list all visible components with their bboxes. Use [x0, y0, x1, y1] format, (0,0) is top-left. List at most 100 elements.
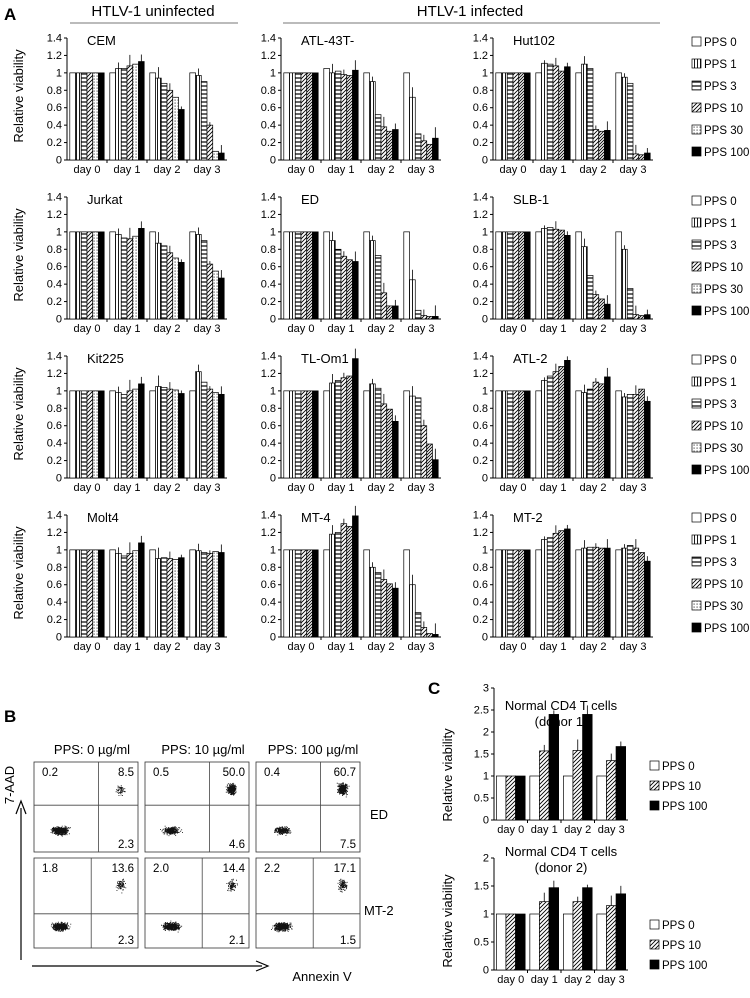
bar-pps-3-day-1: [546, 63, 554, 161]
y-tick-label: 1: [482, 385, 488, 397]
bar-pps-100-day-0: [524, 390, 531, 479]
bar-pps-1-day-3: [409, 584, 416, 638]
x-tick-label: day 0: [74, 641, 101, 653]
bar-pps-1-day-1: [115, 234, 122, 320]
bar-pps-0-day-2: [363, 231, 370, 320]
bar-pps-30-day-2: [172, 257, 179, 320]
bar-pps-10-day-2: [380, 292, 388, 320]
flow-plot-frame: [33, 761, 139, 853]
bar-pps-30-day-2: [386, 130, 393, 161]
y-tick-label: 0.6: [47, 102, 62, 114]
bar-pps-3-day-0: [80, 72, 88, 161]
bar-pps-0-day-1: [535, 390, 542, 479]
y-tick-label: 0: [270, 473, 276, 485]
bar-pps-0-day-3: [403, 231, 410, 320]
legend-label: PPS 100: [704, 306, 749, 318]
bar-pps-0-day-2: [149, 231, 156, 320]
bar-pps-1-day-2: [155, 386, 162, 479]
bar-pps-0-day-0: [495, 72, 502, 161]
legend-label: PPS 3: [704, 399, 737, 411]
chart-title: CEM: [87, 33, 116, 48]
legend-label: PPS 1: [704, 218, 737, 230]
x-tick-label: day 2: [580, 641, 607, 653]
bar-pps-10-day-2: [380, 403, 388, 479]
bar-pps-0-day-0: [69, 390, 76, 479]
y-tick-label: 1: [56, 385, 62, 397]
y-tick-label: 0.4: [261, 279, 276, 291]
bar-pps-0-day-3: [403, 72, 410, 161]
chart-4: 0 0.2 0.4 0.6 0.8 1 1.2 1.4 day 0 day 1 day 2 day 3…: [261, 192, 441, 335]
bar-pps-30-day-1: [346, 75, 353, 161]
bar-pps-10-day-2: [572, 901, 583, 971]
y-tick-label: 1.2: [47, 209, 62, 221]
x-tick-label: day 2: [154, 323, 181, 335]
legend-label-c: PPS 0: [662, 920, 695, 932]
bar-pps-3-day-0: [506, 390, 514, 479]
y-tick-label: 1.2: [473, 50, 488, 62]
x-tick-label: day 2: [580, 323, 607, 335]
bar-pps-3-day-1: [546, 227, 554, 320]
bar-pps-100-day-2: [178, 393, 185, 479]
legend-label: PPS 30: [704, 443, 743, 455]
bar-pps-1-day-2: [369, 240, 376, 320]
quadrant-ul-value: 1.8: [42, 863, 58, 875]
bar-pps-10-day-1: [126, 238, 134, 320]
y-tick-label: 1.2: [47, 50, 62, 62]
bar-pps-3-day-1: [546, 537, 554, 638]
flow-plot-1-1: 2.0 14.4 2.1: [144, 857, 250, 949]
x-tick-label: day 3: [194, 323, 221, 335]
x-tick-label: day 2: [564, 974, 591, 986]
bar-pps-100-day-3: [432, 459, 439, 479]
y-tick-label: 0.4: [473, 120, 488, 132]
bar-pps-100-day-0: [515, 913, 526, 971]
bar-pps-10-day-0: [86, 390, 94, 479]
bar-pps-1-day-0: [75, 390, 82, 479]
y-tick-label: 0.4: [473, 597, 488, 609]
bar-pps-0-day-1: [529, 775, 540, 821]
y-tick-label: 0: [270, 155, 276, 167]
bar-pps-10-day-1: [552, 532, 560, 638]
chart-title: MT-2: [513, 510, 543, 525]
bar-pps-30-day-1: [558, 70, 565, 161]
x-tick-label: day 1: [114, 482, 141, 494]
flow-y-axis-arrow: [15, 799, 27, 960]
x-tick-label: day 2: [154, 164, 181, 176]
legend-swatch: [691, 376, 702, 387]
bar-pps-100-day-2: [178, 262, 185, 320]
bar-pps-10-day-3: [206, 552, 214, 638]
bar-pps-10-day-1: [126, 65, 134, 161]
flow-row-label-ed: ED: [370, 807, 388, 822]
legend-label: PPS 0: [704, 37, 737, 49]
y-tick-label: 0.6: [261, 420, 276, 432]
y-tick-label: 1.4: [261, 510, 276, 522]
bar-pps-100-day-1: [352, 261, 359, 320]
panel-c-ylabel-2: Relative viability: [440, 874, 455, 968]
x-tick-label: day 1: [540, 323, 567, 335]
bar-pps-10-day-3: [206, 124, 214, 161]
bar-pps-30-day-3: [638, 315, 645, 320]
bar-pps-0-day-1: [109, 549, 116, 638]
x-tick-label: day 0: [74, 164, 101, 176]
bar-pps-0-day-2: [575, 231, 582, 320]
bar-pps-100-day-3: [218, 393, 225, 479]
x-tick-label: day 2: [580, 164, 607, 176]
bar-pps-1-day-0: [75, 72, 82, 161]
y-tick-label: 0.6: [473, 420, 488, 432]
bar-pps-100-day-3: [432, 316, 439, 320]
panel-c-ylabel-1: Relative viability: [440, 728, 455, 822]
legend-label-c: PPS 100: [662, 960, 707, 972]
bar-pps-0-day-3: [615, 231, 622, 320]
flow-plot-1-2: 2.2 17.1 1.5: [255, 857, 361, 949]
y-tick-label: 0.8: [47, 403, 62, 415]
chart-12: 0 0.5 1 1.5 2 2.5 3 day 0 day 1 day 2 day 3 Normal …: [474, 683, 628, 836]
y-tick-label: 0.8: [47, 562, 62, 574]
y-tick-label: 1.2: [47, 368, 62, 380]
flow-plot-frame: [255, 857, 361, 949]
bar-pps-1-day-0: [289, 231, 296, 320]
bar-pps-1-day-2: [155, 558, 162, 638]
bar-pps-3-day-3: [414, 612, 422, 638]
legend-swatch: [691, 398, 702, 409]
flow-plot-frame: [144, 761, 250, 853]
y-tick-label: 0.2: [47, 137, 62, 149]
bar-pps-1-day-0: [289, 390, 296, 479]
